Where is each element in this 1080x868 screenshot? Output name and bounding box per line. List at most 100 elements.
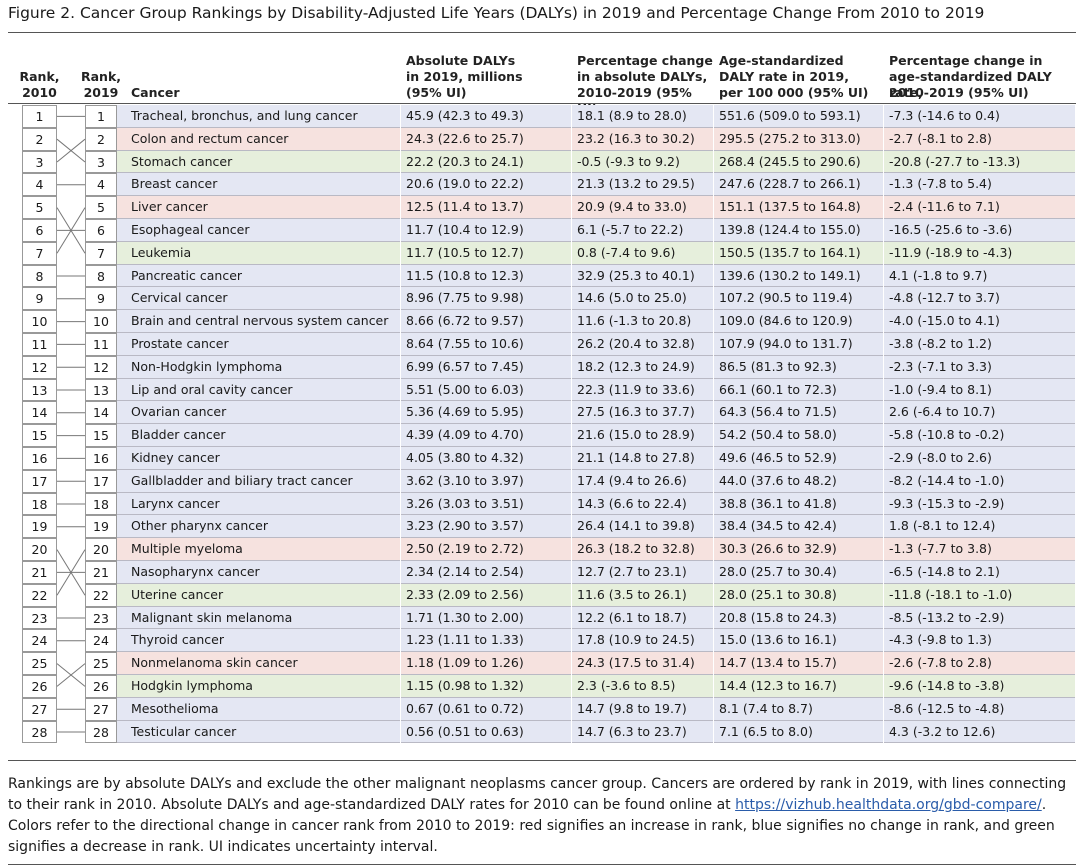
column-divider — [713, 127, 714, 151]
table-cell: 27.5 (16.3 to 37.7) — [577, 404, 695, 420]
rank-cell: 2 — [22, 127, 57, 151]
row-background — [117, 173, 1075, 197]
table-cell: 1.18 (1.09 to 1.26) — [406, 655, 524, 671]
column-divider — [571, 447, 572, 470]
rank-cell: 11 — [85, 333, 117, 356]
table-cell: 139.8 (124.4 to 155.0) — [719, 222, 861, 237]
column-divider — [883, 219, 884, 242]
table-cell: 1.8 (-8.1 to 12.4) — [889, 518, 996, 534]
column-divider — [571, 538, 572, 561]
table-cell: Multiple myeloma — [131, 541, 243, 557]
column-divider — [400, 219, 401, 242]
row-background — [117, 561, 1075, 584]
column-divider — [713, 538, 714, 561]
column-divider — [571, 173, 572, 197]
column-header: Percentage change in — [889, 53, 1043, 68]
table-cell: -8.5 (-13.2 to -2.9) — [889, 609, 1005, 625]
column-divider — [883, 264, 884, 288]
table-cell: -4.8 (-12.7 to 3.7) — [889, 290, 1000, 306]
rank-cell: 21 — [22, 561, 57, 584]
row-background — [117, 401, 1075, 425]
table-cell: -0.5 (-9.3 to 9.2) — [577, 153, 680, 169]
table-cell: Other pharynx cancer — [131, 518, 268, 534]
rank-cell: 14 — [22, 401, 57, 425]
column-header: 2010 — [22, 85, 57, 100]
table-cell: -11.8 (-18.1 to -1.0) — [889, 586, 1013, 602]
column-divider — [883, 652, 884, 675]
column-divider — [571, 606, 572, 630]
rank-cell: 23 — [85, 606, 117, 630]
table-cell: -7.3 (-14.6 to 0.4) — [889, 108, 1000, 123]
table-cell: 22.2 (20.3 to 24.1) — [406, 153, 524, 169]
column-divider — [883, 720, 884, 744]
row-background — [117, 492, 1075, 516]
row-background — [117, 219, 1075, 242]
column-divider — [883, 606, 884, 630]
column-divider — [883, 447, 884, 470]
row-background — [117, 150, 1075, 174]
table-cell: -9.3 (-15.3 to -2.9) — [889, 495, 1005, 511]
rank-cell: 1 — [22, 105, 57, 128]
rank-cell: 27 — [22, 697, 57, 721]
rank-cell: 10 — [22, 310, 57, 333]
rank-cell: 9 — [85, 287, 117, 311]
table-cell: 17.8 (10.9 to 24.5) — [577, 632, 695, 648]
row-background — [117, 424, 1075, 447]
table-cell: 6.1 (-5.7 to 22.2) — [577, 222, 684, 237]
table-cell: 11.7 (10.5 to 12.7) — [406, 244, 524, 260]
table-cell: 1.15 (0.98 to 1.32) — [406, 678, 524, 693]
column-divider — [571, 629, 572, 653]
rank-cell: 14 — [85, 401, 117, 425]
rank-cell: 5 — [85, 196, 117, 219]
row-background — [117, 287, 1075, 311]
table-cell: 30.3 (26.6 to 32.9) — [719, 541, 837, 557]
rank-cell: 28 — [22, 720, 57, 744]
column-divider — [713, 469, 714, 493]
footnote-link[interactable]: https://vizhub.healthdata.org/gbd-compar… — [735, 797, 1042, 813]
column-divider — [400, 697, 401, 721]
rank-cell: 12 — [85, 355, 117, 379]
table-cell: Leukemia — [131, 244, 192, 260]
table-cell: -2.9 (-8.0 to 2.6) — [889, 450, 992, 465]
table-cell: Mesothelioma — [131, 700, 219, 716]
rank-cell: 8 — [22, 264, 57, 288]
column-divider — [400, 378, 401, 402]
table-cell: 107.9 (94.0 to 131.7) — [719, 336, 853, 351]
table-cell: 8.66 (6.72 to 9.57) — [406, 313, 524, 329]
table-cell: 44.0 (37.6 to 48.2) — [719, 472, 837, 488]
table-cell: Liver cancer — [131, 199, 208, 215]
table-cell: 8.64 (7.55 to 10.6) — [406, 336, 524, 351]
table-cell: 18.2 (12.3 to 24.9) — [577, 358, 695, 374]
table-cell: 8.1 (7.4 to 8.7) — [719, 700, 813, 716]
row-background — [117, 583, 1075, 607]
row-background — [117, 264, 1075, 288]
rank-cell: 8 — [85, 264, 117, 288]
table-cell: 2.33 (2.09 to 2.56) — [406, 586, 524, 602]
table-cell: 151.1 (137.5 to 164.8) — [719, 199, 861, 215]
column-divider — [883, 492, 884, 516]
rule — [8, 864, 1076, 865]
column-divider — [400, 720, 401, 744]
column-divider — [883, 378, 884, 402]
rank-cell: 12 — [22, 355, 57, 379]
table-cell: 20.9 (9.4 to 33.0) — [577, 199, 687, 215]
column-divider — [400, 264, 401, 288]
column-divider — [571, 652, 572, 675]
table-cell: 11.6 (-1.3 to 20.8) — [577, 313, 692, 329]
rank-cell: 5 — [22, 196, 57, 219]
table-cell: 3.26 (3.03 to 3.51) — [406, 495, 524, 511]
column-divider — [571, 378, 572, 402]
column-divider — [713, 697, 714, 721]
column-divider — [883, 469, 884, 493]
row-background — [117, 629, 1075, 653]
table-cell: Malignant skin melanoma — [131, 609, 293, 625]
column-divider — [571, 583, 572, 607]
table-cell: 139.6 (130.2 to 149.1) — [719, 267, 861, 283]
column-divider — [883, 629, 884, 653]
table-cell: Nasopharynx cancer — [131, 564, 260, 579]
table-cell: Lip and oral cavity cancer — [131, 381, 293, 397]
table-cell: -8.6 (-12.5 to -4.8) — [889, 700, 1005, 716]
table-cell: 1.23 (1.11 to 1.33) — [406, 632, 524, 648]
table-cell: Kidney cancer — [131, 450, 220, 465]
table-cell: 17.4 (9.4 to 26.6) — [577, 472, 687, 488]
